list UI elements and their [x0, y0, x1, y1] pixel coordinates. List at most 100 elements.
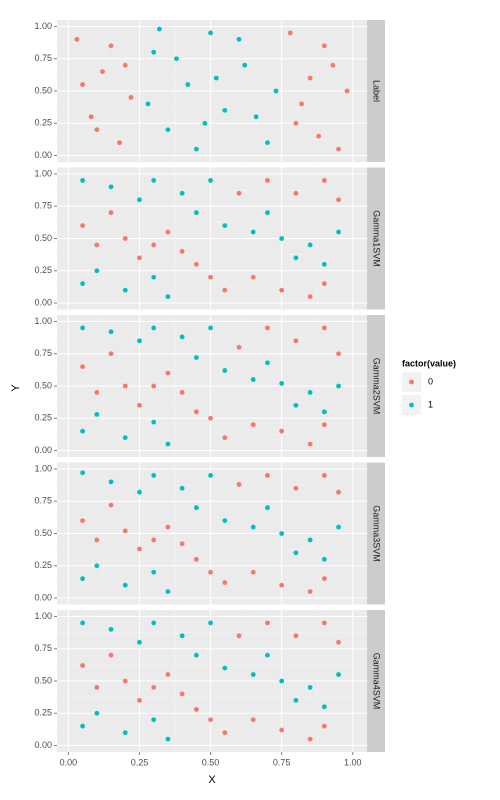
point: [179, 633, 185, 639]
point: [80, 576, 85, 582]
point: [151, 242, 157, 248]
x-tick-label: 0.50: [202, 757, 220, 767]
point: [265, 210, 270, 216]
point: [293, 120, 299, 126]
point: [336, 383, 341, 389]
point: [80, 428, 85, 434]
point: [265, 360, 270, 366]
point: [293, 402, 299, 408]
point: [151, 274, 157, 280]
point: [94, 268, 100, 274]
point: [293, 633, 299, 639]
point: [265, 140, 270, 146]
y-tick-label: 1.00: [34, 168, 52, 178]
point: [307, 736, 313, 742]
point: [336, 639, 341, 645]
point: [156, 26, 162, 32]
strip: [367, 610, 385, 752]
point: [307, 390, 313, 395]
point: [100, 69, 105, 75]
legend-marker: [409, 402, 414, 408]
point: [321, 723, 327, 729]
point: [307, 441, 313, 447]
point: [137, 639, 142, 645]
point: [330, 62, 336, 68]
point: [250, 377, 256, 382]
point: [122, 383, 128, 389]
point: [336, 672, 341, 677]
point: [128, 95, 134, 100]
point: [208, 717, 213, 723]
point: [236, 190, 242, 196]
point: [179, 541, 185, 547]
point: [208, 415, 213, 421]
y-tick-label: 0.75: [34, 496, 52, 506]
point: [179, 390, 185, 395]
point: [94, 127, 100, 133]
point: [122, 678, 128, 684]
y-axis-label: Y: [10, 384, 22, 392]
point: [122, 236, 128, 241]
point: [151, 620, 157, 626]
point: [94, 242, 100, 248]
y-tick-label: 0.75: [34, 348, 52, 358]
y-tick-label: 0.00: [34, 740, 52, 750]
point: [222, 580, 228, 585]
point: [344, 88, 350, 94]
y-tick-label: 1.00: [34, 21, 52, 31]
point: [336, 489, 341, 495]
point: [321, 422, 327, 428]
point: [321, 178, 327, 183]
y-tick-label: 0.25: [34, 708, 52, 718]
y-tick-label: 0.00: [34, 592, 52, 602]
point: [151, 49, 157, 55]
point: [137, 197, 142, 203]
point: [193, 652, 199, 658]
strip-label: Gamma3SVM: [372, 505, 382, 562]
point: [321, 620, 327, 626]
point: [236, 482, 242, 487]
point: [279, 381, 285, 386]
point: [80, 223, 85, 228]
point: [307, 685, 313, 690]
point: [193, 409, 199, 415]
point: [307, 589, 313, 594]
point: [321, 325, 327, 331]
point: [165, 524, 171, 530]
strip-label: Label: [372, 80, 382, 102]
point: [74, 36, 80, 42]
point: [222, 518, 228, 523]
point: [293, 550, 299, 556]
point: [108, 210, 114, 216]
point: [208, 569, 213, 575]
point: [279, 236, 285, 241]
point: [179, 334, 185, 340]
point: [108, 626, 114, 632]
point: [80, 82, 85, 87]
point: [165, 370, 171, 376]
point: [137, 546, 142, 552]
point: [208, 30, 213, 36]
point: [193, 505, 199, 511]
point: [108, 184, 114, 190]
point: [151, 473, 157, 478]
point: [137, 489, 142, 495]
strip: [367, 167, 385, 310]
point: [321, 576, 327, 582]
y-tick-label: 0.25: [34, 413, 52, 423]
point: [307, 242, 313, 248]
point: [208, 473, 213, 478]
point: [293, 190, 299, 196]
point: [279, 727, 285, 733]
y-tick-label: 0.50: [34, 675, 52, 685]
point: [151, 325, 157, 331]
point: [80, 518, 85, 523]
point: [193, 707, 199, 712]
point: [202, 120, 208, 126]
point: [137, 402, 142, 408]
point: [88, 114, 94, 120]
point: [165, 589, 171, 594]
point: [222, 223, 228, 228]
point: [165, 736, 171, 742]
